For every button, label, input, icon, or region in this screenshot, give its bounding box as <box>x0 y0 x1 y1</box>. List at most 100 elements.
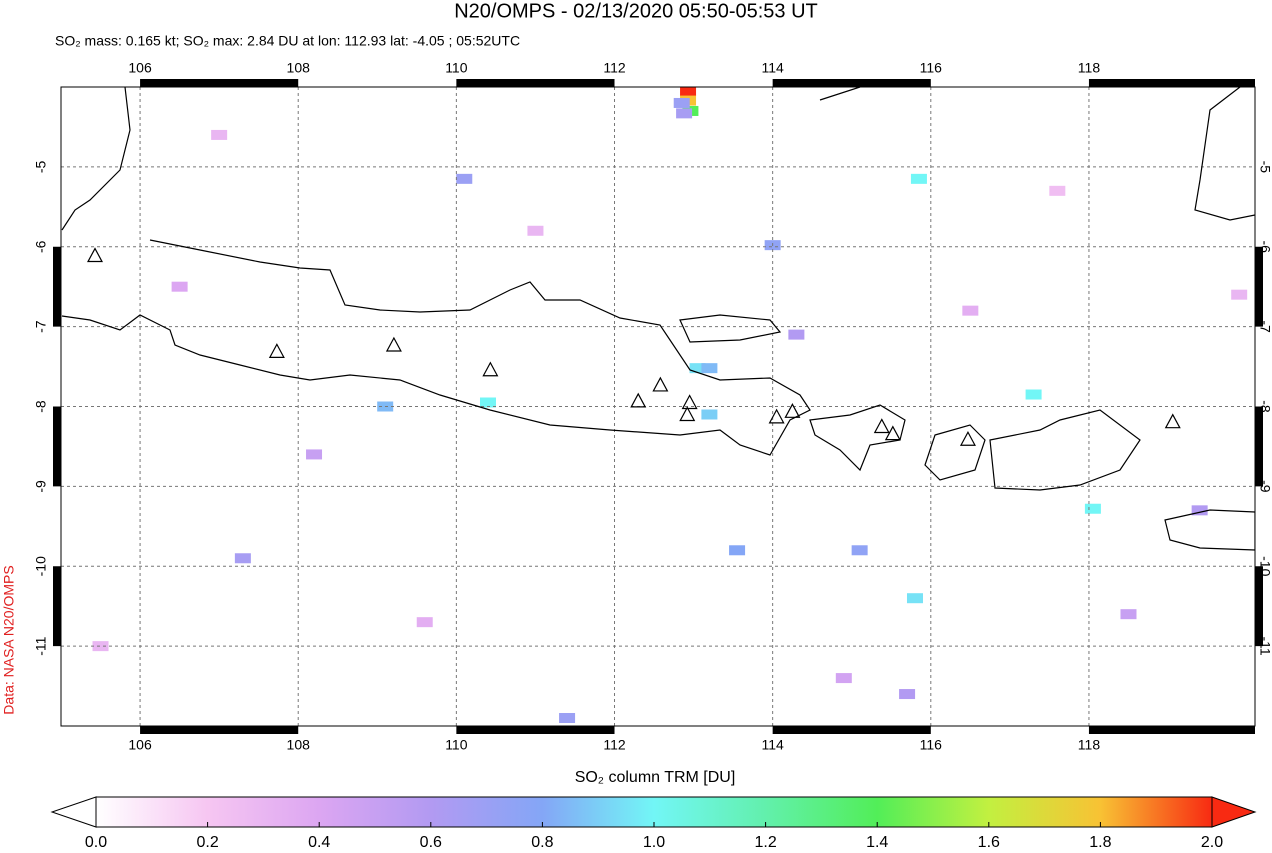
axes: 106 106 108 108 110 110 112 112 114 114 116 116 118 1… <box>33 60 1272 753</box>
y-tick-label: -8 <box>1257 400 1272 413</box>
colorbar-tick-label: 0.2 <box>196 834 218 851</box>
so2-pixel <box>701 363 718 374</box>
so2-pixel <box>1191 505 1208 516</box>
so2-pixel <box>851 545 868 556</box>
colorbar-arrow-high <box>1211 796 1257 828</box>
y-tick-label: -10 <box>33 556 49 576</box>
volcano <box>768 408 785 424</box>
colorbar: 0.0 0.2 0.4 0.6 0.8 1.0 1.2 1.4 1.6 1.8 2.0 <box>50 796 1257 851</box>
so2-pixel <box>701 409 718 420</box>
y-tick-label: -5 <box>1257 161 1272 174</box>
y-tick-label: -8 <box>33 400 49 413</box>
coastlines <box>61 87 1255 551</box>
coastline <box>679 314 782 343</box>
colorbar-arrow-low <box>50 796 97 828</box>
so2-pixel <box>479 397 496 408</box>
coastline <box>989 409 1141 491</box>
frame-bar <box>456 79 615 87</box>
so2-pixel <box>835 673 852 684</box>
frame-bar <box>53 566 61 647</box>
colorbar-tick-label: 1.4 <box>866 834 888 851</box>
volcano <box>884 425 901 441</box>
y-tick-label: -9 <box>33 480 49 493</box>
chart-title: N20/OMPS - 02/13/2020 05:50-05:53 UT <box>454 0 818 22</box>
volcano <box>482 361 499 377</box>
x-tick-label: 112 <box>603 60 626 76</box>
x-tick-label: 112 <box>603 737 626 753</box>
so2-pixel <box>673 97 690 108</box>
so2-pixel <box>1049 185 1066 196</box>
coastline <box>1164 509 1255 551</box>
so2-pixel <box>527 225 544 236</box>
so2-pixel <box>906 593 923 604</box>
frame-bar <box>772 726 931 734</box>
colorbar-tick-label: 1.0 <box>643 834 665 851</box>
so2-pixel <box>416 617 433 628</box>
coastline <box>819 87 1255 221</box>
volcano <box>86 247 104 263</box>
x-tick-label: 110 <box>445 60 468 76</box>
coastline <box>61 239 811 456</box>
so2-pixel <box>211 129 228 140</box>
frame-bar <box>53 406 61 487</box>
y-tick-label: -9 <box>1257 480 1272 493</box>
colorbar-tick-label: 1.8 <box>1089 834 1111 851</box>
volcano <box>959 430 976 446</box>
x-tick-label: 106 <box>128 60 152 76</box>
x-tick-label: 116 <box>920 737 943 753</box>
chart-subtitle: SO₂ mass: 0.165 kt; SO₂ max: 2.84 DU at … <box>55 33 520 49</box>
so2-pixel <box>910 173 927 184</box>
y-tick-label: -10 <box>1257 556 1272 576</box>
volcano <box>652 376 669 392</box>
so2-pixel <box>1120 609 1137 620</box>
colorbar-tick-label: 1.6 <box>978 834 1000 851</box>
frame-bar <box>772 79 931 87</box>
volcano <box>784 403 801 418</box>
frame-bar <box>456 726 615 734</box>
so2-pixel <box>306 449 323 460</box>
colorbar-tick-label: 1.2 <box>754 834 776 851</box>
frame-bar <box>1088 79 1255 87</box>
frame-bar <box>1255 406 1263 487</box>
x-tick-label: 108 <box>287 60 311 76</box>
so2-pixel <box>689 363 706 374</box>
so2-pixel <box>788 329 805 340</box>
so2-pixel <box>1025 389 1042 400</box>
frame-bar <box>140 726 299 734</box>
coastline <box>924 424 986 481</box>
y-tick-label: -11 <box>33 636 49 655</box>
volcano <box>1164 413 1181 429</box>
x-tick-label: 116 <box>920 60 943 76</box>
credit: Data: NASA N20/OMPS <box>1 565 17 714</box>
so2-pixel <box>456 173 473 184</box>
colorbar-tick-label: 2.0 <box>1201 834 1223 851</box>
grid-layer <box>61 87 1255 726</box>
so2-pixel <box>680 87 697 96</box>
pixel-layer <box>92 87 1248 724</box>
x-tick-label: 118 <box>1078 60 1101 76</box>
colorbar-tick-label: 0.4 <box>308 834 330 851</box>
x-tick-label: 114 <box>761 60 784 76</box>
x-tick-label: 108 <box>287 737 311 753</box>
colorbar-label: SO₂ column TRM [DU] <box>575 769 736 786</box>
volcano <box>681 394 698 410</box>
y-tick-label: -7 <box>33 320 49 333</box>
colorbar-tick-label: 0.6 <box>420 834 442 851</box>
frame-bar <box>1088 726 1255 734</box>
so2-pixel <box>729 545 746 556</box>
volcano <box>385 336 402 352</box>
volcano <box>873 418 890 434</box>
coastline <box>809 404 906 472</box>
x-tick-label: 118 <box>1078 737 1101 753</box>
so2-pixel <box>171 281 188 292</box>
volcano <box>679 406 696 422</box>
so2-pixel <box>962 305 979 316</box>
so2-pixel <box>92 641 109 652</box>
frame-bar <box>140 79 299 87</box>
so2-pixel <box>1084 503 1101 514</box>
y-tick-label: -6 <box>1257 241 1272 254</box>
volcano <box>630 392 647 408</box>
y-tick-label: -5 <box>33 160 49 173</box>
